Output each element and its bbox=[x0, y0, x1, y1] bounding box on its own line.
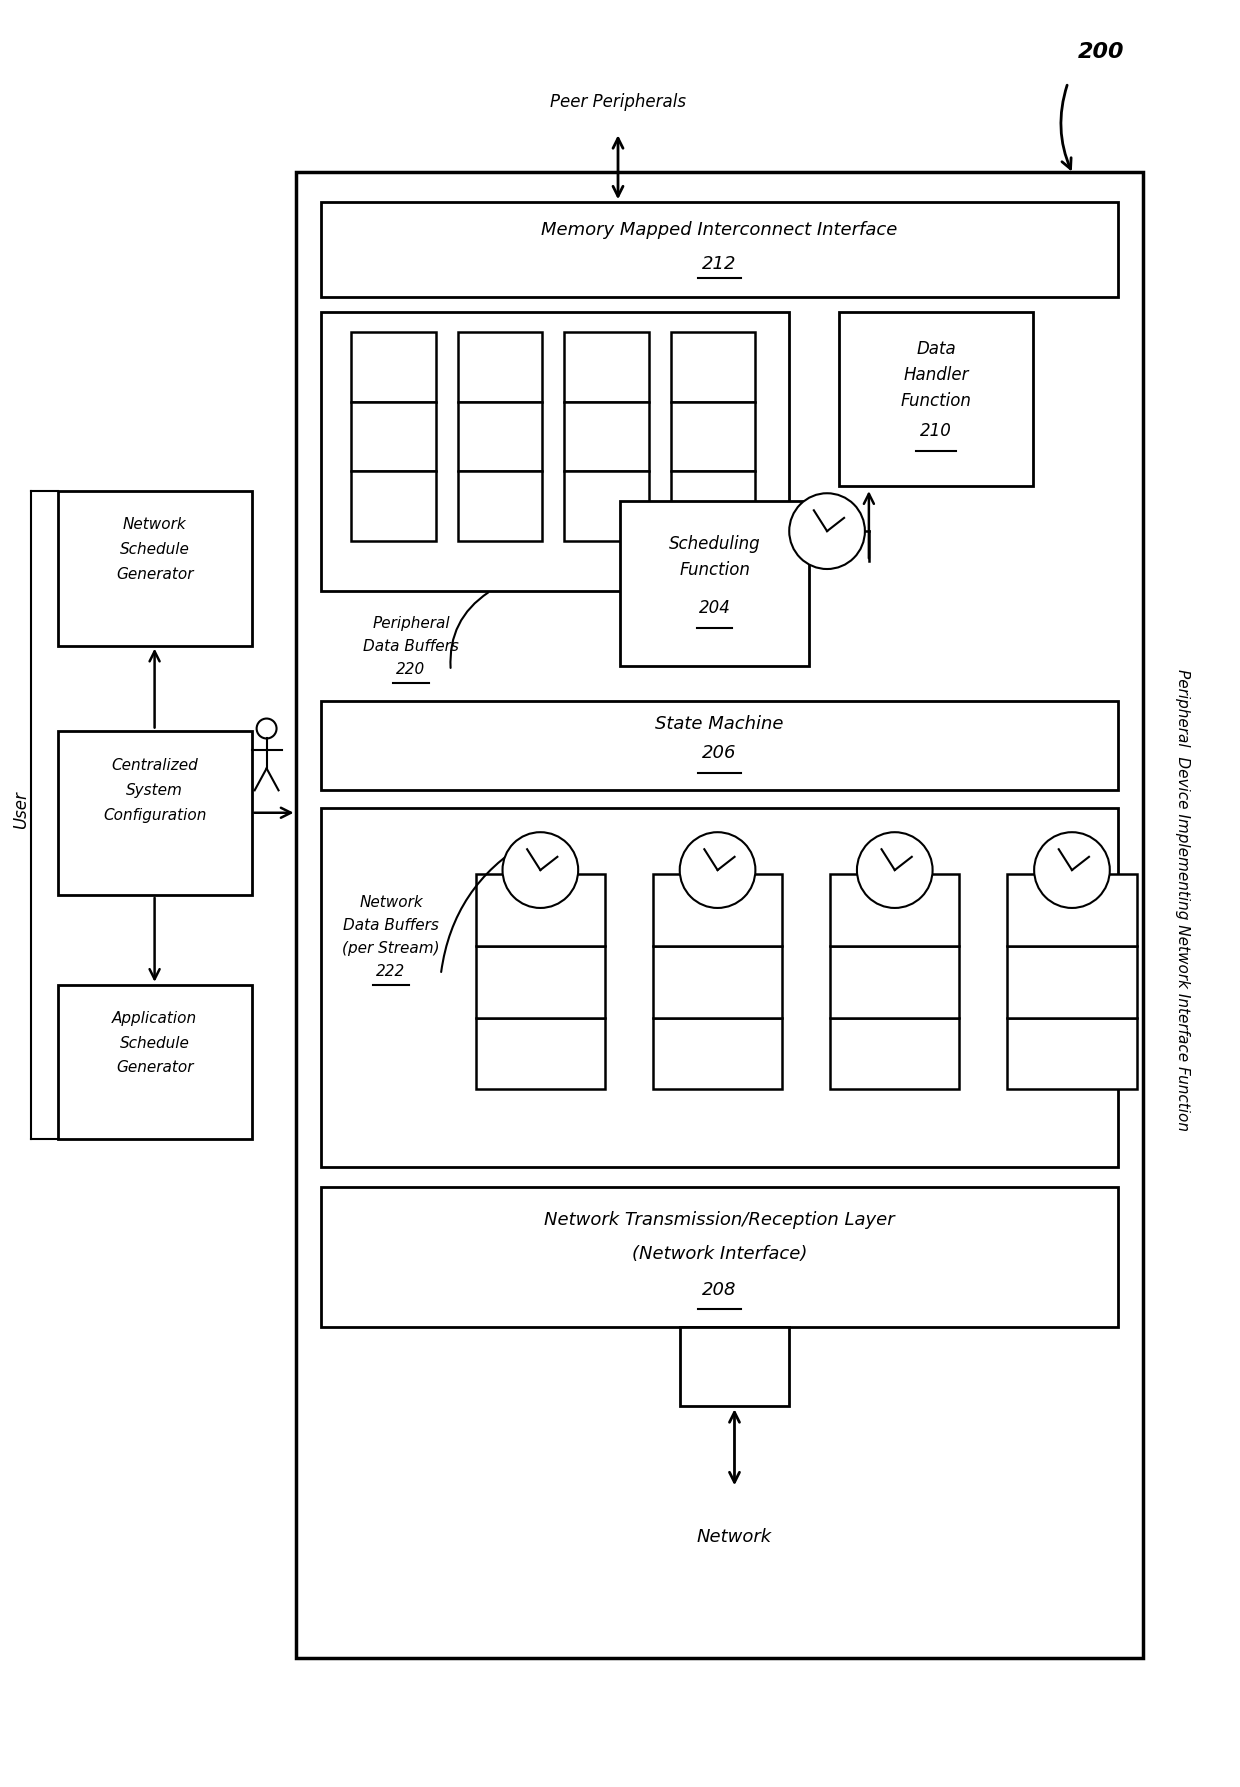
Text: Data Buffers: Data Buffers bbox=[363, 638, 459, 654]
Text: 208: 208 bbox=[702, 1281, 737, 1299]
Circle shape bbox=[680, 833, 755, 908]
Bar bbox=[476, 1017, 605, 1090]
Bar bbox=[57, 731, 252, 895]
Bar bbox=[652, 1017, 782, 1090]
Bar bbox=[680, 1326, 789, 1406]
Bar bbox=[652, 874, 782, 945]
Bar bbox=[321, 1187, 1117, 1326]
Text: User: User bbox=[11, 792, 30, 829]
Text: Generator: Generator bbox=[115, 1060, 193, 1076]
Bar bbox=[671, 402, 755, 472]
Bar bbox=[458, 332, 542, 402]
Text: Configuration: Configuration bbox=[103, 808, 206, 824]
Bar bbox=[620, 500, 810, 667]
Text: 210: 210 bbox=[920, 422, 952, 440]
Text: Network: Network bbox=[360, 895, 423, 910]
Text: Schedule: Schedule bbox=[119, 541, 190, 558]
Bar bbox=[351, 472, 435, 541]
Bar bbox=[830, 1017, 960, 1090]
Text: Peripheral  Device Implementing Network Interface Function: Peripheral Device Implementing Network I… bbox=[1176, 668, 1190, 1131]
Text: Data: Data bbox=[916, 340, 956, 357]
Bar bbox=[830, 945, 960, 1017]
Text: Scheduling: Scheduling bbox=[668, 534, 760, 552]
Text: (Network Interface): (Network Interface) bbox=[632, 1246, 807, 1263]
Bar bbox=[1007, 874, 1137, 945]
Text: (per Stream): (per Stream) bbox=[342, 940, 440, 956]
Bar bbox=[652, 945, 782, 1017]
Bar bbox=[57, 985, 252, 1140]
Text: 206: 206 bbox=[702, 745, 737, 763]
Bar bbox=[1007, 1017, 1137, 1090]
Bar bbox=[296, 172, 1142, 1658]
Bar bbox=[458, 472, 542, 541]
Circle shape bbox=[502, 833, 578, 908]
Bar bbox=[321, 701, 1117, 790]
Text: 200: 200 bbox=[1078, 41, 1125, 61]
Bar bbox=[476, 945, 605, 1017]
Bar bbox=[351, 332, 435, 402]
Text: 212: 212 bbox=[702, 256, 737, 273]
Text: Peer Peripherals: Peer Peripherals bbox=[551, 93, 686, 111]
Text: Handler: Handler bbox=[903, 366, 968, 384]
Circle shape bbox=[857, 833, 932, 908]
Text: 204: 204 bbox=[698, 599, 730, 617]
Text: Peripheral: Peripheral bbox=[372, 617, 450, 631]
Text: Network: Network bbox=[697, 1528, 773, 1546]
Bar bbox=[321, 202, 1117, 297]
Text: 222: 222 bbox=[377, 963, 405, 979]
Text: Generator: Generator bbox=[115, 566, 193, 583]
Text: Function: Function bbox=[900, 391, 971, 409]
Bar bbox=[1007, 945, 1137, 1017]
Bar bbox=[564, 472, 649, 541]
Text: Network: Network bbox=[123, 516, 186, 533]
Text: 220: 220 bbox=[397, 661, 425, 677]
Text: Network Transmission/Reception Layer: Network Transmission/Reception Layer bbox=[544, 1212, 895, 1229]
Text: Schedule: Schedule bbox=[119, 1035, 190, 1051]
Bar bbox=[57, 491, 252, 645]
Text: Function: Function bbox=[680, 561, 750, 579]
Bar bbox=[351, 402, 435, 472]
Bar bbox=[830, 874, 960, 945]
Bar bbox=[564, 332, 649, 402]
Text: State Machine: State Machine bbox=[655, 715, 784, 733]
Circle shape bbox=[789, 493, 864, 568]
Bar bbox=[564, 402, 649, 472]
Bar bbox=[321, 808, 1117, 1167]
Bar bbox=[671, 472, 755, 541]
Circle shape bbox=[257, 718, 277, 738]
Bar bbox=[458, 402, 542, 472]
Bar bbox=[839, 311, 1033, 486]
Bar bbox=[671, 332, 755, 402]
Circle shape bbox=[1034, 833, 1110, 908]
Bar bbox=[321, 311, 789, 591]
Text: Application: Application bbox=[112, 1011, 197, 1026]
Bar bbox=[476, 874, 605, 945]
Text: Data Buffers: Data Buffers bbox=[343, 919, 439, 933]
Text: System: System bbox=[126, 783, 184, 799]
Text: Centralized: Centralized bbox=[112, 758, 198, 774]
Text: Memory Mapped Interconnect Interface: Memory Mapped Interconnect Interface bbox=[542, 222, 898, 239]
